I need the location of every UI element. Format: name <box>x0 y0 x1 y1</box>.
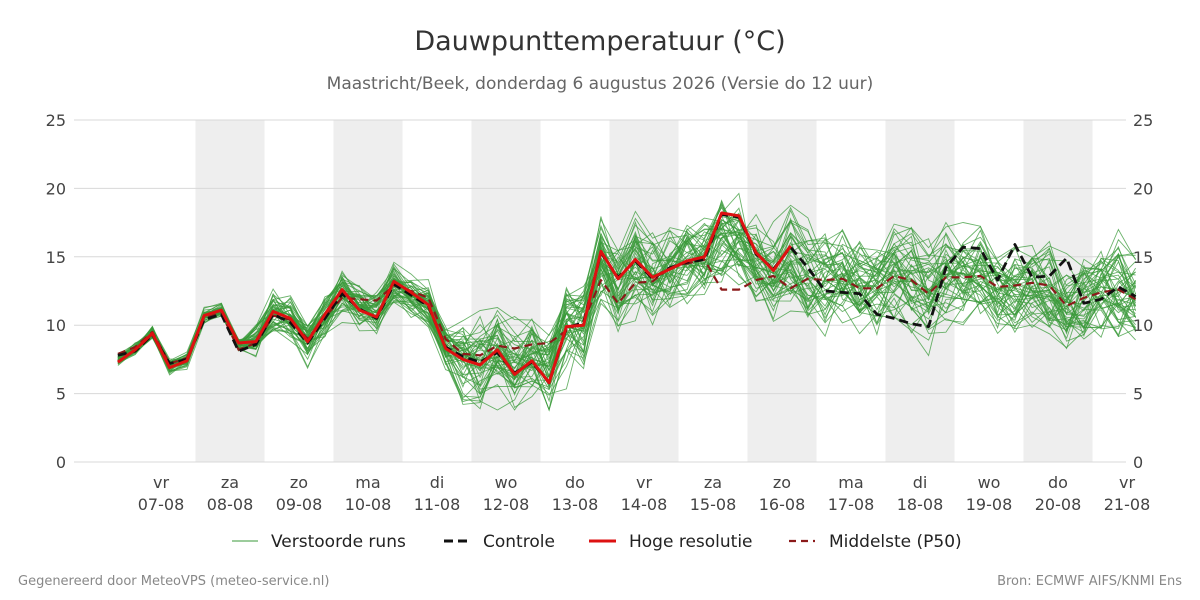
x-tick-date-5: 12-08 <box>483 495 530 514</box>
x-tick-day-13: do <box>1048 473 1068 492</box>
legend-label-verstoorde-runs: Verstoorde runs <box>271 532 406 552</box>
ensemble-member-42 <box>117 229 1137 404</box>
x-tick-date-9: 16-08 <box>759 495 806 514</box>
y-tick-left-15: 15 <box>46 248 66 267</box>
x-tick-day-1: za <box>221 473 239 492</box>
ensemble-member-34 <box>117 232 1136 388</box>
legend-label-hoge-resolutie: Hoge resolutie <box>629 532 753 552</box>
y-tick-right-15: 15 <box>1133 248 1153 267</box>
x-tick-day-0: vr <box>153 473 169 492</box>
x-tick-date-3: 10-08 <box>345 495 392 514</box>
x-tick-date-6: 13-08 <box>552 495 599 514</box>
legend-label-controle: Controle <box>483 532 555 552</box>
x-tick-day-3: ma <box>355 473 380 492</box>
ensemble-lines <box>117 192 1137 412</box>
ensemble-member-49 <box>117 204 1136 372</box>
day-band-0 <box>195 120 265 462</box>
series-line-hoge-resolutie <box>117 211 792 385</box>
x-tick-day-8: za <box>704 473 722 492</box>
series-line-p50 <box>117 258 1137 365</box>
y-tick-right-5: 5 <box>1133 385 1143 404</box>
x-tick-date-8: 15-08 <box>690 495 737 514</box>
ensemble-member-40 <box>117 227 1136 397</box>
x-tick-day-2: zo <box>290 473 308 492</box>
ensemble-member-41 <box>117 204 1136 372</box>
legend-label-p50: Middelste (P50) <box>829 532 962 552</box>
footer-generated-by: Gegenereerd door MeteoVPS (meteo-service… <box>18 574 329 589</box>
y-tick-left-25: 25 <box>46 111 66 130</box>
x-tick-day-6: do <box>565 473 585 492</box>
x-tick-date-4: 11-08 <box>414 495 461 514</box>
footer-source: Bron: ECMWF AIFS/KNMI Ens <box>997 574 1182 589</box>
chart-subtitle: Maastricht/Beek, donderdag 6 augustus 20… <box>327 74 874 94</box>
ensemble-member-37 <box>117 230 1137 396</box>
x-tick-day-14: vr <box>1119 473 1135 492</box>
x-tick-day-9: zo <box>773 473 791 492</box>
ensemble-member-28 <box>117 216 1137 390</box>
x-tick-date-2: 09-08 <box>276 495 323 514</box>
ensemble-member-44 <box>117 230 1136 387</box>
main-lines <box>117 211 1137 385</box>
y-tick-right-0: 0 <box>1133 453 1143 472</box>
y-tick-left-20: 20 <box>46 179 66 198</box>
x-tick-date-11: 18-08 <box>897 495 944 514</box>
x-axis: vr 07-08 za 08-08 zo 09-08 ma 10-08 di 11-08 wo 12-… <box>138 473 1151 514</box>
x-tick-date-1: 08-08 <box>207 495 254 514</box>
x-tick-day-11: di <box>913 473 928 492</box>
ensemble-member-46 <box>117 243 1137 377</box>
y-tick-left-0: 0 <box>56 453 66 472</box>
ensemble-member-36 <box>117 222 1136 388</box>
x-tick-date-13: 20-08 <box>1035 495 1082 514</box>
x-tick-date-10: 17-08 <box>828 495 875 514</box>
y-tick-right-20: 20 <box>1133 179 1153 198</box>
x-tick-day-10: ma <box>838 473 863 492</box>
ensemble-member-33 <box>117 217 1137 405</box>
ensemble-member-39 <box>117 235 1136 366</box>
y-tick-right-10: 10 <box>1133 316 1153 335</box>
x-tick-day-12: wo <box>978 473 1001 492</box>
y-tick-left-5: 5 <box>56 385 66 404</box>
x-tick-date-0: 07-08 <box>138 495 185 514</box>
y-axis: 0 0 5 5 10 10 15 15 20 20 25 25 <box>46 111 1154 472</box>
x-tick-date-14: 21-08 <box>1104 495 1151 514</box>
y-tick-left-10: 10 <box>46 316 66 335</box>
x-tick-day-4: di <box>430 473 445 492</box>
chart-title: Dauwpunttemperatuur (°C) <box>414 26 785 57</box>
x-tick-day-7: vr <box>636 473 652 492</box>
y-tick-right-25: 25 <box>1133 111 1153 130</box>
x-tick-date-7: 14-08 <box>621 495 668 514</box>
x-tick-day-5: wo <box>495 473 518 492</box>
x-tick-date-12: 19-08 <box>966 495 1013 514</box>
legend: Verstoorde runs Controle Hoge resolutie Mid… <box>232 532 962 552</box>
day-band-2 <box>471 120 541 462</box>
